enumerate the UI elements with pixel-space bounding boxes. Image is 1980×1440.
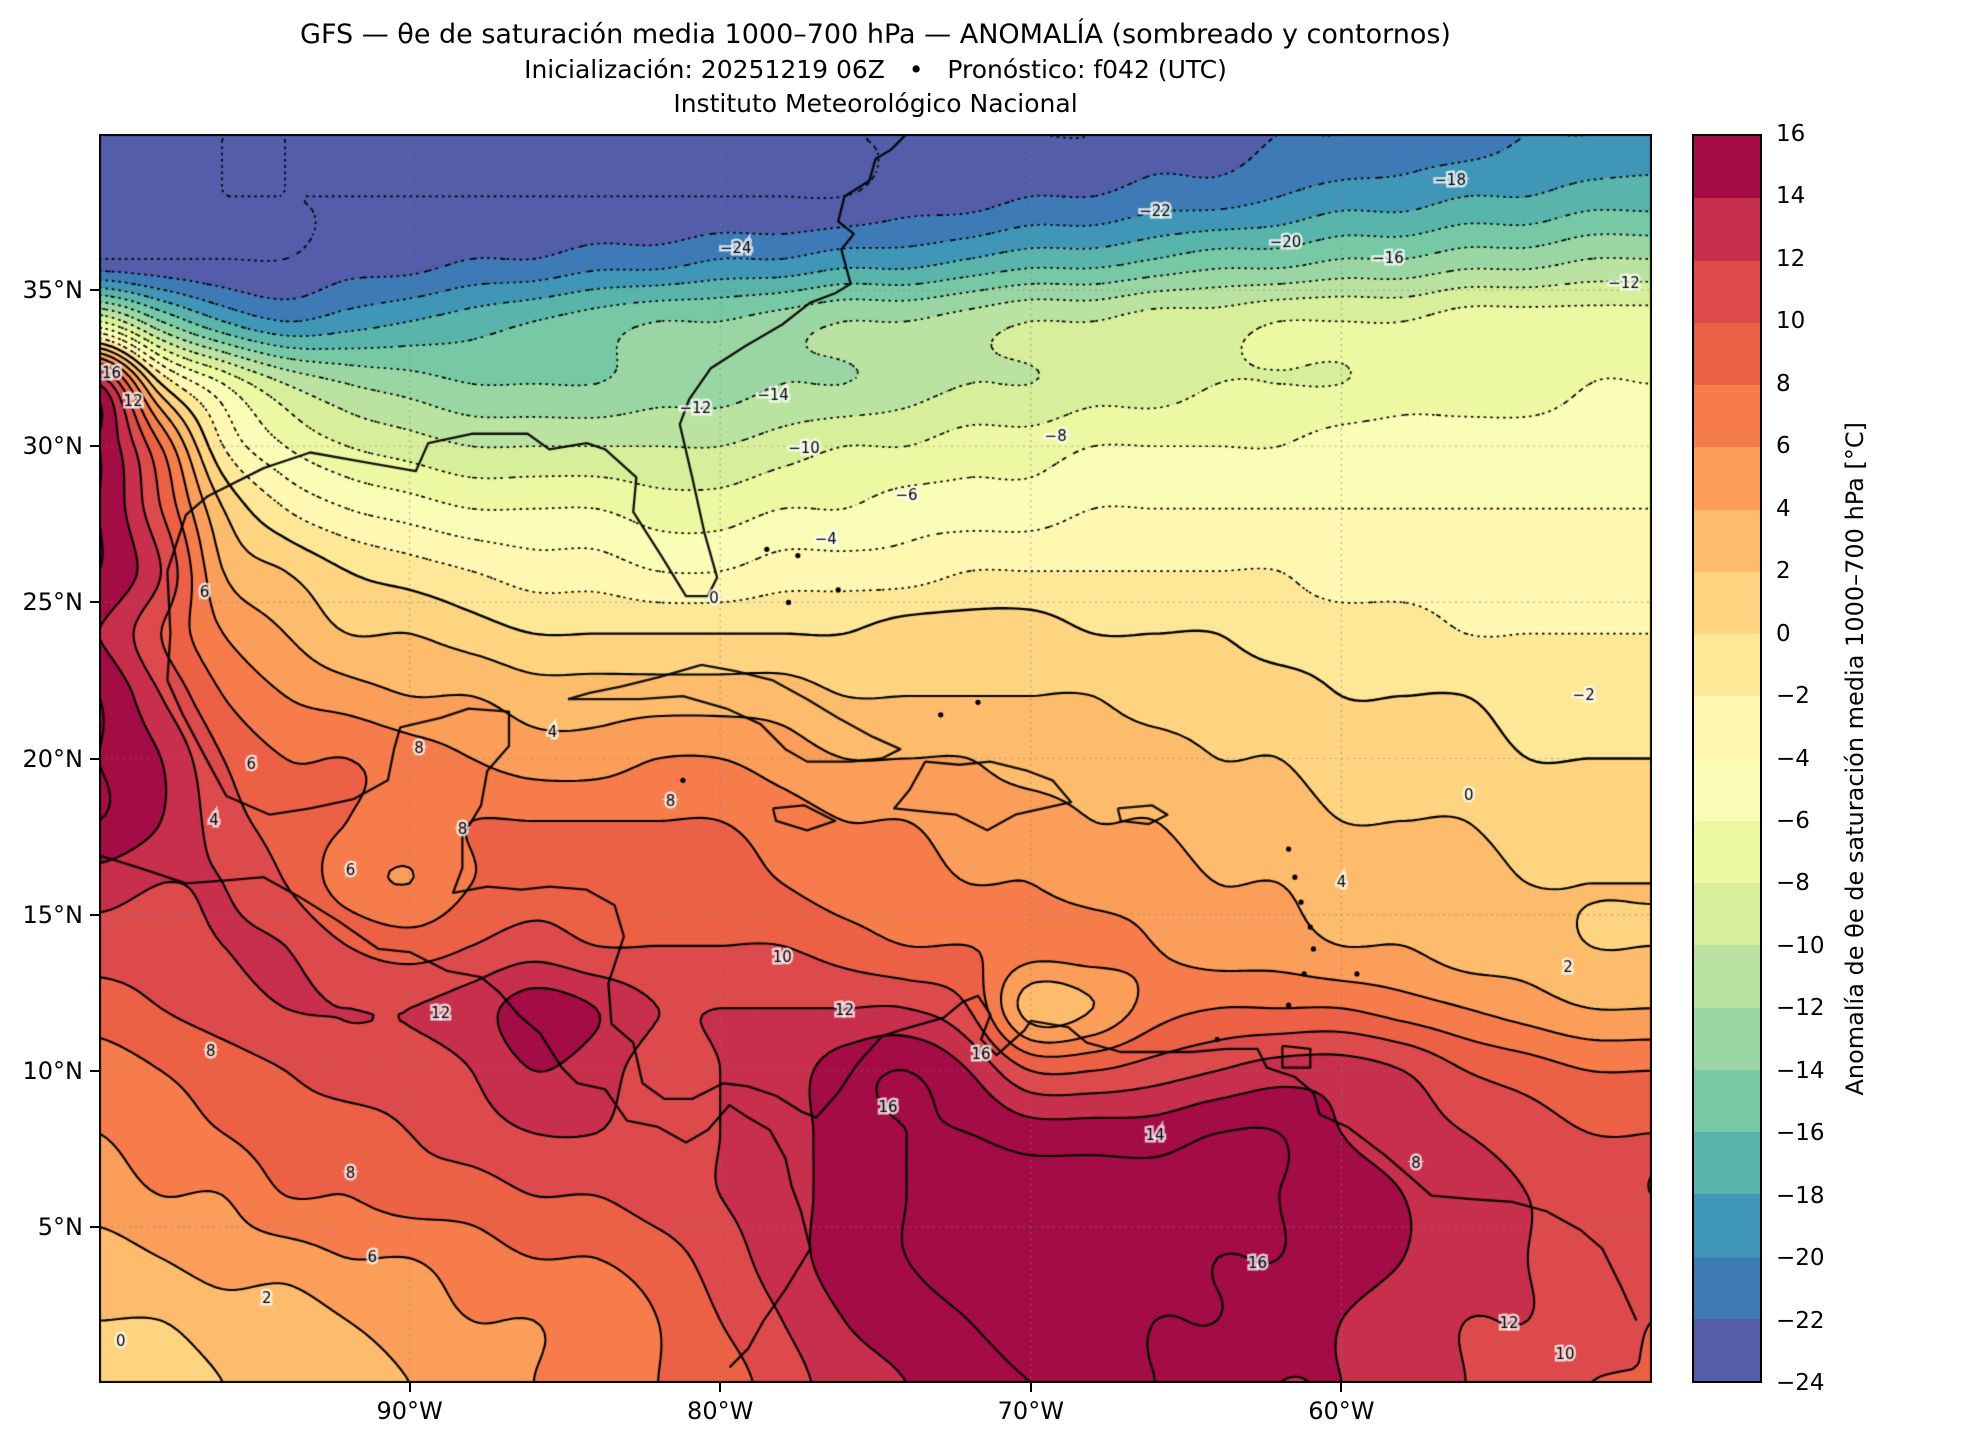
colorbar-tick-label: −4 <box>1776 745 1810 772</box>
colorbar-title-wrap: Anomalía de θe de saturación media 1000–… <box>1838 134 1872 1383</box>
colorbar-bin <box>1694 509 1760 572</box>
y-axis-label: 5°N <box>37 1212 83 1241</box>
x-axis-label: 60°W <box>1308 1397 1375 1425</box>
colorbar-tick-label: −2 <box>1776 683 1810 710</box>
colorbar-bin <box>1694 198 1760 261</box>
colorbar-bin <box>1694 322 1760 385</box>
y-axis-tick <box>90 445 99 448</box>
colorbar-bin <box>1694 945 1760 1008</box>
chart-title: GFS — θe de saturación media 1000–700 hP… <box>300 19 1451 50</box>
x-axis-label: 80°W <box>687 1397 754 1425</box>
y-axis-tick <box>90 1069 99 1072</box>
colorbar-tick-label: 8 <box>1776 370 1791 397</box>
colorbar-tick-label: −6 <box>1776 807 1810 834</box>
colorbar-title: Anomalía de θe de saturación media 1000–… <box>1841 421 1869 1096</box>
chart-institution: Instituto Meteorológico Nacional <box>673 89 1078 118</box>
colorbar-bin <box>1694 758 1760 821</box>
colorbar-tick-label: 2 <box>1776 558 1791 585</box>
colorbar-bin <box>1694 136 1760 199</box>
colorbar-bin <box>1694 1132 1760 1195</box>
colorbar-bin <box>1694 883 1760 946</box>
y-axis-tick <box>90 289 99 292</box>
colorbar-bin <box>1694 634 1760 697</box>
x-axis-label: 70°W <box>997 1397 1064 1425</box>
colorbar-bin <box>1694 1318 1760 1381</box>
colorbar-tick-label: −8 <box>1776 870 1810 897</box>
y-axis-tick <box>90 913 99 916</box>
colorbar-tick-label: −18 <box>1776 1182 1825 1209</box>
y-axis-label: 10°N <box>22 1056 84 1085</box>
colorbar-tick-label: 6 <box>1776 433 1791 460</box>
colorbar-tick-label: −16 <box>1776 1120 1825 1147</box>
x-axis-tick <box>408 1383 411 1392</box>
map-area <box>99 134 1652 1383</box>
x-axis-tick <box>1340 1383 1343 1392</box>
colorbar-tick-label: −22 <box>1776 1307 1825 1334</box>
colorbar-bin <box>1694 1256 1760 1319</box>
colorbar-bin <box>1694 696 1760 759</box>
colorbar-bin <box>1694 1194 1760 1257</box>
colorbar-tick-label: −14 <box>1776 1057 1825 1084</box>
x-axis-tick <box>719 1383 722 1392</box>
y-axis-label: 20°N <box>22 744 84 773</box>
colorbar-tick-label: 10 <box>1776 308 1806 335</box>
y-axis-label: 35°N <box>22 276 84 305</box>
y-axis-tick <box>90 757 99 760</box>
chart-subtitle: Inicialización: 20251219 06Z • Pronóstic… <box>524 55 1227 84</box>
colorbar-tick-label: 12 <box>1776 245 1806 272</box>
colorbar-bin <box>1694 385 1760 448</box>
colorbar-bin <box>1694 260 1760 323</box>
x-axis-label: 90°W <box>376 1397 443 1425</box>
colorbar-bin <box>1694 571 1760 634</box>
colorbar-tick-label: −20 <box>1776 1245 1825 1272</box>
y-axis-tick <box>90 1225 99 1228</box>
title-block: GFS — θe de saturación media 1000–700 hP… <box>99 16 1652 121</box>
y-axis-label: 30°N <box>22 432 84 461</box>
colorbar-tick-label: 0 <box>1776 620 1791 647</box>
colorbar-tick-label: 14 <box>1776 183 1806 210</box>
y-axis-label: 15°N <box>22 900 84 929</box>
y-axis-label: 25°N <box>22 588 84 617</box>
map-plot-canvas <box>99 134 1652 1383</box>
colorbar-bin <box>1694 447 1760 510</box>
colorbar-tick-label: −12 <box>1776 995 1825 1022</box>
colorbar-bin <box>1694 1007 1760 1070</box>
colorbar-tick-label: −10 <box>1776 932 1825 959</box>
colorbar-bin <box>1694 1069 1760 1132</box>
y-axis-tick <box>90 601 99 604</box>
colorbar-tick-label: 16 <box>1776 121 1806 147</box>
colorbar <box>1692 134 1762 1383</box>
colorbar-bin <box>1694 820 1760 883</box>
x-axis-tick <box>1029 1383 1032 1392</box>
colorbar-tick-label: −24 <box>1776 1370 1825 1396</box>
colorbar-tick-label: 4 <box>1776 495 1791 522</box>
